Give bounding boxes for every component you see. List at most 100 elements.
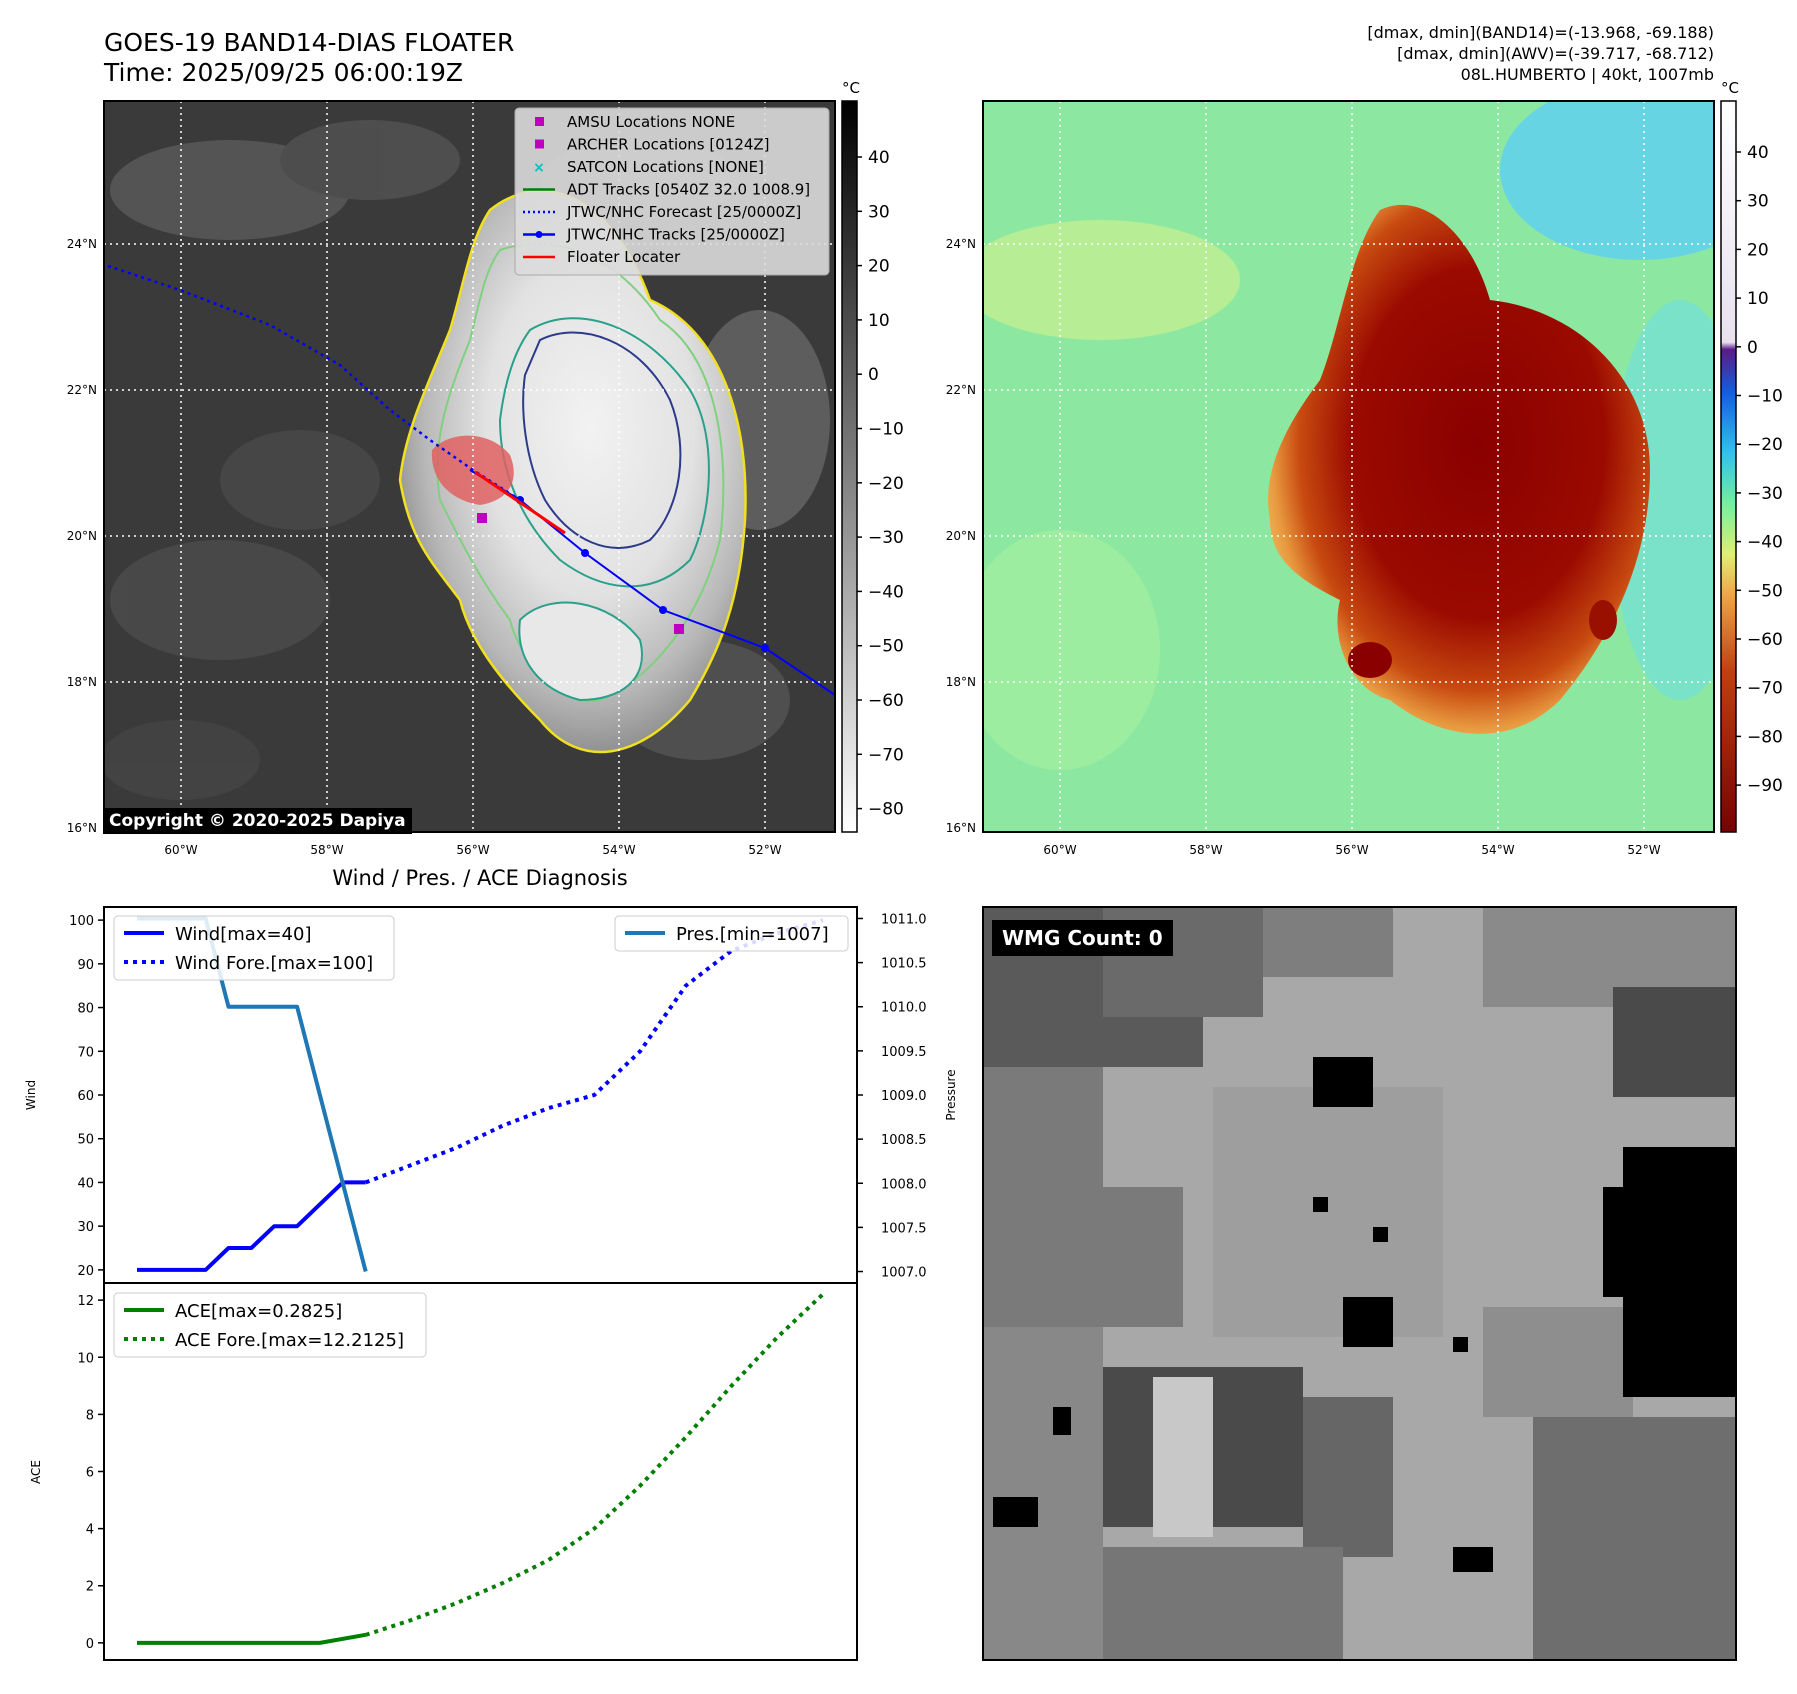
- ace-tick-label: 6: [86, 1466, 94, 1481]
- colorbar-tick-label: −80: [868, 800, 904, 820]
- pressure-tick-label: 1008.5: [881, 1133, 927, 1148]
- lat-label: 20°N: [946, 529, 976, 543]
- wv-colorbar-unit: °C: [1721, 79, 1739, 97]
- legend-label: JTWC/NHC Forecast [25/0000Z]: [566, 203, 801, 221]
- ir-map-panel: AMSU Locations NONE ARCHER Locations [012…: [67, 79, 904, 857]
- lon-label: 54°W: [1481, 843, 1514, 857]
- colorbar-tick-label: 30: [868, 202, 890, 222]
- ace-legend-label: ACE[max=0.2825]: [175, 1301, 342, 1322]
- colorbar-tick-label: −50: [1747, 581, 1783, 601]
- lat-label: 18°N: [67, 675, 97, 689]
- pres-legend: Pres.[min=1007]: [614, 915, 849, 952]
- wv-lon-labels: 60°W 58°W 56°W 54°W 52°W: [1043, 843, 1660, 857]
- pressure-tick-label: 1010.5: [881, 957, 927, 972]
- legend-swatch: [535, 139, 544, 149]
- pressure-tick-label: 1007.5: [881, 1221, 927, 1236]
- stats-line-1: [dmax, dmin](BAND14)=(-13.968, -69.188): [1367, 23, 1714, 42]
- wind-tick-label: 80: [77, 1002, 94, 1017]
- ace-tick-label: 8: [86, 1408, 94, 1423]
- track-point: [659, 606, 667, 614]
- lat-label: 18°N: [946, 675, 976, 689]
- legend-item: AMSU Locations NONE: [535, 113, 735, 131]
- ace-axis-label: ACE: [29, 1460, 43, 1484]
- wv-cell: [1589, 600, 1617, 640]
- track-point: [581, 549, 589, 557]
- diag-ace-axes: 12 10 8 6 4 2 0 ACE ACE[max=0.2825] ACE Fore.[…: [29, 1282, 858, 1661]
- map-legend: AMSU Locations NONE ARCHER Locations [012…: [514, 107, 830, 276]
- stats-line-3: 08L.HUMBERTO | 40kt, 1007mb: [1461, 65, 1714, 84]
- ace-fore-legend-label: ACE Fore.[max=12.2125]: [175, 1330, 404, 1351]
- ir-frame: [103, 100, 836, 833]
- lat-label: 24°N: [946, 237, 976, 251]
- colorbar-tick-label: −10: [1747, 387, 1783, 407]
- lon-label: 60°W: [1043, 843, 1076, 857]
- ir-colorbar-unit: °C: [842, 79, 860, 97]
- lat-label: 20°N: [67, 529, 97, 543]
- colorbar-tick-label: −60: [1747, 630, 1783, 650]
- lat-label: 24°N: [67, 237, 97, 251]
- wv-moist-band: [983, 220, 1240, 340]
- ir-contour-inner: [522, 331, 682, 549]
- wv-frame: [982, 100, 1715, 833]
- archer-marker: [674, 624, 684, 634]
- wind-tick-label: 100: [69, 914, 94, 929]
- series-line-ace: [137, 1632, 367, 1645]
- lon-label: 58°W: [310, 843, 343, 857]
- ace-tick-label: 10: [77, 1351, 94, 1366]
- colorbar-tick-label: −30: [1747, 484, 1783, 504]
- colorbar-tick-label: −60: [868, 691, 904, 711]
- pressure-tick-label: 1010.0: [881, 1001, 927, 1016]
- colorbar-tick-label: 30: [1747, 192, 1769, 212]
- pressure-tick-label: 1011.0: [881, 912, 927, 927]
- ace-tick-label: 0: [86, 1637, 94, 1652]
- stats-line-2: [dmax, dmin](AWV)=(-39.717, -68.712): [1397, 44, 1714, 63]
- legend-label: JTWC/NHC Tracks [25/0000Z]: [566, 226, 785, 244]
- lon-label: 54°W: [602, 843, 635, 857]
- colorbar-tick-label: −20: [1747, 435, 1783, 455]
- colorbar-tick-label: −20: [868, 474, 904, 494]
- pres-legend-label: Pres.[min=1007]: [676, 924, 829, 945]
- colorbar-tick-label: −90: [1747, 776, 1783, 796]
- legend-swatch: [535, 117, 544, 126]
- pres-legend-box: [614, 915, 849, 952]
- wv-cell: [1348, 642, 1392, 678]
- legend-item: JTWC/NHC Forecast [25/0000Z]: [523, 203, 801, 221]
- colorbar-tick-label: −40: [868, 582, 904, 602]
- wv-moist-patch: [983, 530, 1160, 770]
- forecast-track-line: [107, 264, 521, 502]
- wind-fore-legend-label: Wind Fore.[max=100]: [175, 953, 373, 974]
- colorbar-tick-label: −40: [1747, 533, 1783, 553]
- copyright-label: Copyright © 2020-2025 Dapiya: [103, 808, 412, 834]
- legend-item: ARCHER Locations [0124Z]: [535, 136, 770, 154]
- wind-tick-label: 60: [77, 1089, 94, 1104]
- figure-time: Time: 2025/09/25 06:00:19Z: [103, 58, 463, 87]
- colorbar-tick-label: 10: [868, 311, 890, 331]
- pressure-tick-label: 1008.0: [881, 1177, 927, 1192]
- track-point: [761, 644, 769, 652]
- lat-label: 16°N: [67, 821, 97, 835]
- ir-contour-outer: [436, 242, 725, 703]
- colorbar-tick-label: −80: [1747, 727, 1783, 747]
- colorbar-tick-label: −10: [868, 420, 904, 440]
- legend-label: ADT Tracks [0540Z 32.0 1008.9]: [567, 181, 810, 199]
- archer-marker: [477, 513, 487, 523]
- colorbar-tick-label: −30: [868, 528, 904, 548]
- ir-colorbar: [841, 100, 858, 833]
- wind-axis-label: Wind: [24, 1080, 38, 1110]
- wv-map-panel: 24°N 22°N 20°N 18°N 16°N 60°W 58°W 56°W …: [946, 79, 1783, 857]
- legend-label: Floater Locater: [567, 248, 681, 266]
- colorbar-tick-label: −50: [868, 637, 904, 657]
- legend-swatch: ×: [533, 160, 545, 176]
- colorbar-tick-label: 40: [868, 148, 890, 168]
- colorbar-tick-label: 40: [1747, 143, 1769, 163]
- ir-contour-mid: [498, 317, 710, 588]
- wv-lat-labels: 24°N 22°N 20°N 18°N 16°N: [946, 237, 976, 835]
- lon-label: 56°W: [456, 843, 489, 857]
- ace-legend: ACE[max=0.2825] ACE Fore.[max=12.2125]: [113, 1292, 427, 1358]
- ir-lat-labels: 24°N 22°N 20°N 18°N 16°N: [67, 237, 97, 835]
- series-line-ace-fore: [365, 1292, 825, 1637]
- wind-tick-label: 40: [77, 1176, 94, 1191]
- colorbar-tick-label: −70: [1747, 679, 1783, 699]
- wind-legend-box: [113, 915, 395, 981]
